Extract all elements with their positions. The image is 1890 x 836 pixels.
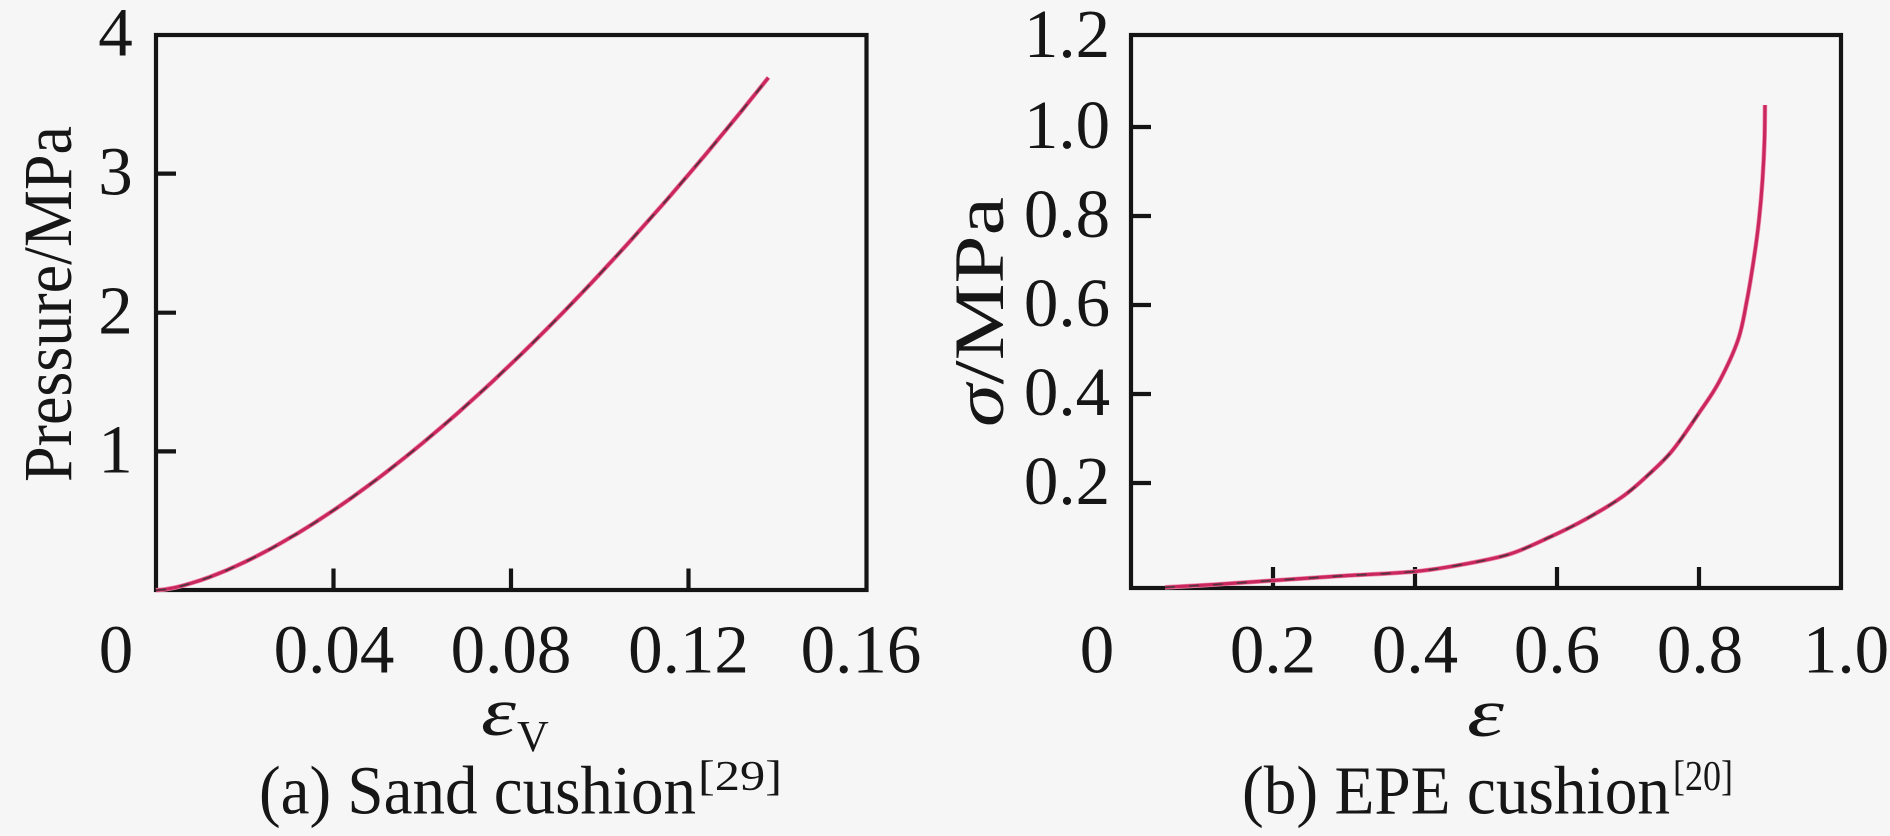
svg-text:3: 3: [98, 134, 133, 210]
svg-text:0: 0: [1080, 612, 1115, 688]
svg-text:0.16: 0.16: [801, 612, 922, 688]
svg-text:0.2: 0.2: [1230, 612, 1316, 688]
svg-text:1.2: 1.2: [1024, 0, 1110, 72]
svg-text:ε: ε: [481, 674, 517, 750]
svg-text:Pressure/MPa: Pressure/MPa: [10, 126, 86, 482]
svg-text:(a) Sand cushion: (a) Sand cushion: [259, 753, 696, 829]
svg-text:σ/MPa: σ/MPa: [941, 197, 1019, 427]
svg-text:4: 4: [98, 0, 133, 71]
svg-text:0.6: 0.6: [1514, 612, 1600, 688]
svg-text:2: 2: [98, 273, 133, 349]
svg-text:1: 1: [98, 412, 133, 488]
svg-text:[29]: [29]: [698, 754, 782, 800]
svg-text:0: 0: [99, 612, 134, 688]
svg-text:V: V: [517, 712, 549, 761]
svg-text:0.8: 0.8: [1657, 612, 1743, 688]
svg-text:0.12: 0.12: [628, 612, 749, 688]
svg-text:0.2: 0.2: [1024, 443, 1110, 519]
svg-text:1.0: 1.0: [1024, 87, 1110, 163]
svg-text:0.08: 0.08: [451, 612, 572, 688]
svg-text:0.4: 0.4: [1024, 354, 1110, 430]
svg-text:(b) EPE cushion: (b) EPE cushion: [1242, 753, 1670, 829]
svg-text:1.0: 1.0: [1803, 612, 1889, 688]
svg-text:0.04: 0.04: [274, 612, 395, 688]
svg-text:[20]: [20]: [1673, 754, 1733, 800]
svg-text:0.8: 0.8: [1024, 176, 1110, 252]
svg-text:ε: ε: [1467, 675, 1505, 751]
svg-text:0.4: 0.4: [1372, 612, 1458, 688]
svg-text:0.6: 0.6: [1024, 265, 1110, 341]
